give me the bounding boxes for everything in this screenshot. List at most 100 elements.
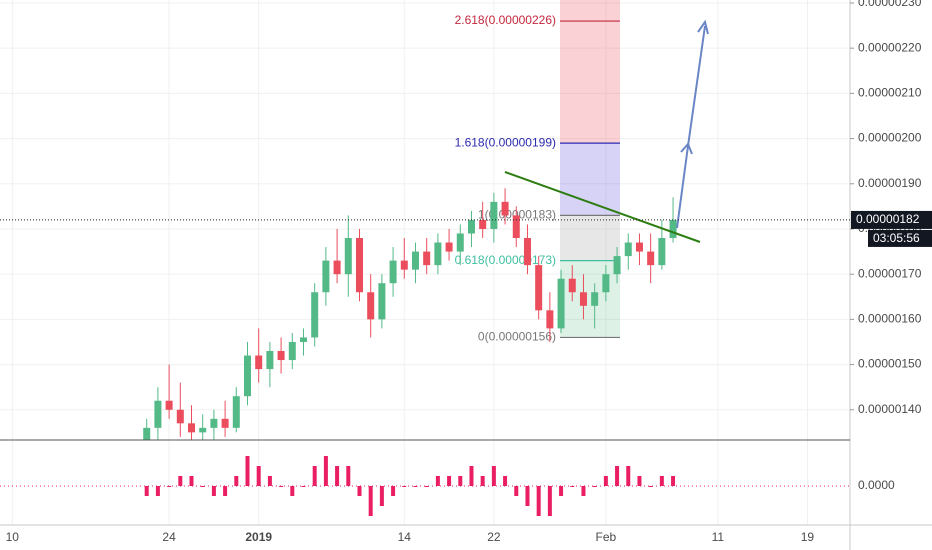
fib-zone xyxy=(560,143,620,216)
macd-bar xyxy=(547,486,552,516)
arrow-head xyxy=(680,142,693,155)
macd-bar xyxy=(615,466,620,486)
x-tick-label: 10 xyxy=(6,530,20,544)
candle-body xyxy=(322,260,330,293)
candle-body xyxy=(299,337,307,342)
projection-arrow xyxy=(676,25,706,229)
macd-bar xyxy=(357,486,362,496)
candle-body xyxy=(165,400,173,410)
x-tick-label: Feb xyxy=(596,530,617,544)
y-tick-label: 0.00000190 xyxy=(858,176,922,190)
x-tick-label: 14 xyxy=(398,530,412,544)
candle-body xyxy=(277,351,285,361)
macd-bar xyxy=(301,486,306,487)
macd-bar xyxy=(167,486,172,487)
y-tick-label: 0.00000230 xyxy=(858,0,922,9)
candle-body xyxy=(535,265,543,311)
macd-bar xyxy=(379,486,384,506)
macd-bar xyxy=(458,476,463,486)
grid xyxy=(0,0,850,525)
macd-bar xyxy=(368,486,373,516)
candle-body xyxy=(355,238,363,293)
macd-bar xyxy=(435,476,440,486)
candle-body xyxy=(669,219,677,239)
candle-body xyxy=(210,418,218,428)
candle-body xyxy=(333,260,341,275)
macd-bar xyxy=(267,476,272,486)
fib-zone xyxy=(560,21,620,144)
candle-body xyxy=(266,351,274,370)
macd-bar xyxy=(335,466,340,486)
macd-bar xyxy=(671,476,676,486)
macd-bar xyxy=(391,486,396,496)
macd-bar xyxy=(279,486,284,487)
macd-bar xyxy=(211,486,216,496)
candle-body xyxy=(647,251,655,266)
last-price-label: 0.00000182 xyxy=(856,212,920,226)
candle-body xyxy=(568,278,576,293)
candle-body xyxy=(635,242,643,252)
candle-body xyxy=(557,278,565,329)
macd-bar xyxy=(323,456,328,486)
candle-body xyxy=(479,219,487,229)
candle-body xyxy=(243,355,251,397)
macd-bar xyxy=(525,486,530,506)
arrow-head xyxy=(697,19,709,35)
y-tick-label: 0.00000210 xyxy=(858,86,922,100)
x-tick-label: 24 xyxy=(162,530,176,544)
x-tick-label: 11 xyxy=(712,530,725,544)
candle-body xyxy=(658,238,666,266)
macd-bar xyxy=(223,486,228,496)
candle-body xyxy=(591,292,599,306)
candle-body xyxy=(143,427,151,440)
fib-label: 1.618(0.00000199) xyxy=(455,135,556,149)
countdown-box xyxy=(868,229,932,247)
macd-bar xyxy=(245,456,250,486)
candle-body xyxy=(221,418,229,428)
macd-bar xyxy=(503,476,508,486)
candle-body xyxy=(501,201,509,216)
x-tick-label: 19 xyxy=(801,530,815,544)
candle-body xyxy=(523,238,531,266)
macd-bar xyxy=(491,466,496,486)
macd-bar xyxy=(200,486,205,487)
fib-zone xyxy=(560,215,620,261)
fib-label: 1(0.00000183) xyxy=(478,208,556,222)
candle-body xyxy=(456,233,464,252)
macd-bar xyxy=(256,466,261,486)
countdown: 03:05:56 xyxy=(873,231,920,245)
macd-bar xyxy=(178,476,183,486)
y-tick-label: 0.00000200 xyxy=(858,131,922,145)
macd-bar xyxy=(469,466,474,486)
macd-bar xyxy=(424,486,429,487)
y-tick-label: 0.00000220 xyxy=(858,40,922,54)
macd-bar xyxy=(536,486,541,516)
macd-bar xyxy=(659,476,664,486)
candle-body xyxy=(434,242,442,266)
y-tick-label: 0.00000150 xyxy=(858,357,922,371)
drawings xyxy=(504,19,709,243)
y-tick-label: 0.00000140 xyxy=(858,402,922,416)
macd-bar xyxy=(413,486,418,487)
candle-body xyxy=(624,242,632,257)
candle-body xyxy=(378,283,386,320)
candle-body xyxy=(613,256,621,275)
candle-body xyxy=(400,260,408,270)
candle-body xyxy=(288,341,296,361)
candle-body xyxy=(445,242,453,252)
candle-body xyxy=(579,292,587,306)
macd-bar xyxy=(559,486,564,496)
candle-body xyxy=(602,274,610,293)
candle-body xyxy=(311,292,319,338)
macd-bar xyxy=(603,476,608,486)
candle-body xyxy=(512,215,520,239)
candle-body xyxy=(467,219,475,234)
macd-bar xyxy=(346,466,351,486)
candle-body xyxy=(232,396,240,428)
macd-bar xyxy=(290,486,295,496)
fib-zone xyxy=(560,0,620,22)
candle-body xyxy=(255,355,263,370)
y-tick-label: 0.00000160 xyxy=(858,312,922,326)
macd-bar xyxy=(480,476,485,486)
